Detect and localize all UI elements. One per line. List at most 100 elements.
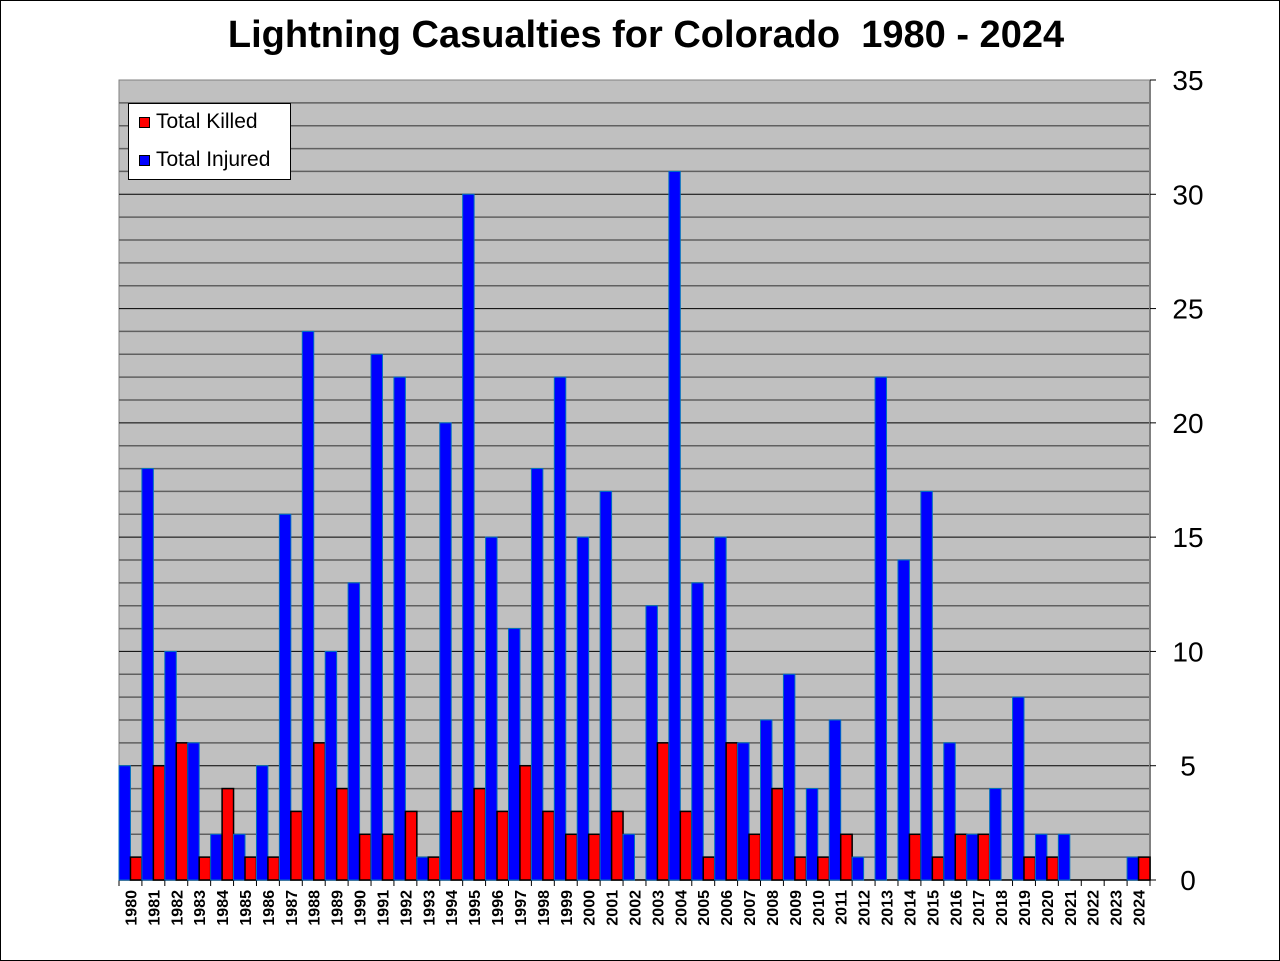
x-tick-label: 2013 — [880, 890, 897, 926]
x-tick-label: 1991 — [375, 890, 392, 926]
bar-injured-2008 — [760, 719, 773, 881]
bar-killed-2003 — [656, 742, 670, 881]
y-tick-label: 5 — [1180, 751, 1196, 782]
bar-injured-2017 — [966, 833, 979, 881]
bar-killed-2006 — [725, 742, 739, 881]
x-tick-label: 1980 — [123, 890, 140, 926]
y-tick-label: 0 — [1180, 865, 1196, 896]
bar-injured-1986 — [255, 765, 269, 881]
bar-killed-1997 — [519, 764, 533, 881]
x-tick-label: 2021 — [1063, 890, 1080, 926]
x-tick-label: 1997 — [513, 890, 530, 926]
x-tick-label: 2012 — [857, 890, 874, 926]
x-tick-label: 2010 — [811, 890, 828, 926]
plot-area — [118, 79, 1151, 881]
bar-killed-2017 — [977, 833, 991, 881]
bar-killed-2001 — [610, 810, 624, 881]
bar-injured-1992 — [393, 376, 406, 881]
x-tick-label: 2023 — [1109, 890, 1126, 926]
x-tick-label: 1994 — [444, 890, 461, 926]
bar-injured-1985 — [233, 833, 246, 881]
x-tick-label: 2009 — [788, 890, 805, 926]
bar-killed-2010 — [817, 856, 830, 881]
x-tick-label: 1985 — [238, 890, 255, 926]
bar-killed-1987 — [290, 810, 304, 881]
bar-killed-2005 — [702, 856, 716, 881]
bar-injured-2013 — [874, 376, 888, 881]
y-tick-label: 25 — [1172, 294, 1203, 325]
bar-killed-1990 — [358, 833, 372, 881]
x-tick-label: 2015 — [925, 890, 942, 926]
bar-killed-1996 — [496, 810, 510, 881]
legend-item-injured: Total Injured — [139, 148, 270, 172]
bar-injured-1980 — [118, 765, 131, 881]
bar-injured-1984 — [210, 833, 223, 881]
x-tick-label: 2011 — [834, 890, 851, 925]
legend-label-killed: Total Killed — [156, 110, 258, 133]
bar-killed-2008 — [771, 787, 785, 881]
x-tick-label: 1989 — [330, 890, 347, 926]
bar-injured-2005 — [691, 582, 704, 881]
bar-injured-1997 — [507, 628, 521, 881]
bar-injured-2004 — [668, 170, 681, 881]
bar-injured-2002 — [622, 833, 635, 881]
x-tick-label: 1992 — [398, 890, 415, 926]
y-tick-label: 10 — [1172, 636, 1203, 667]
legend-swatch-injured — [139, 154, 150, 166]
bar-killed-1988 — [312, 742, 326, 881]
bar-killed-1998 — [542, 810, 556, 881]
bar-injured-2003 — [645, 605, 658, 881]
bar-injured-2012 — [851, 856, 865, 881]
bar-killed-2004 — [679, 810, 693, 881]
bar-killed-1982 — [175, 742, 189, 881]
x-tick-label: 1983 — [192, 890, 209, 926]
bar-killed-1991 — [381, 833, 395, 881]
bar-killed-2011 — [839, 833, 853, 881]
bar-injured-2014 — [897, 559, 910, 881]
x-tick-label: 1987 — [284, 890, 301, 926]
bar-killed-1995 — [473, 787, 487, 881]
bar-killed-2014 — [908, 833, 922, 881]
x-tick-label: 2020 — [1040, 890, 1057, 926]
bar-injured-2011 — [828, 719, 842, 881]
bar-killed-1986 — [267, 856, 281, 881]
bar-injured-2016 — [943, 742, 956, 881]
x-tick-label: 2019 — [1017, 890, 1034, 926]
bar-killed-1992 — [404, 810, 418, 881]
bar-injured-1994 — [439, 422, 452, 881]
bar-injured-1993 — [416, 856, 429, 881]
x-tick-label: 1982 — [169, 890, 186, 926]
bar-killed-1993 — [427, 856, 441, 881]
x-tick-label: 1984 — [215, 890, 232, 926]
legend-label-injured: Total Injured — [156, 148, 271, 171]
bar-injured-2021 — [1057, 833, 1071, 881]
x-tick-label: 1998 — [536, 890, 553, 926]
x-tick-label: 1999 — [559, 890, 576, 926]
bar-injured-2006 — [714, 536, 727, 881]
x-tick-label: 1981 — [146, 890, 163, 926]
bar-injured-1990 — [347, 582, 361, 881]
bar-killed-2019 — [1023, 856, 1037, 881]
bar-injured-1988 — [301, 330, 315, 881]
bar-killed-2016 — [954, 833, 968, 881]
x-tick-label: 2008 — [765, 890, 782, 926]
x-tick-label: 1993 — [421, 890, 438, 926]
bar-injured-1987 — [278, 513, 292, 881]
x-tick-label: 2001 — [605, 890, 622, 926]
chart-title: Lightning Casualties for Colorado 1980 -… — [227, 14, 1065, 56]
bar-killed-1981 — [152, 764, 166, 881]
bar-killed-1984 — [221, 787, 235, 881]
bar-killed-1999 — [565, 833, 578, 881]
x-tick-label: 2018 — [994, 890, 1011, 926]
bar-killed-2000 — [587, 833, 601, 881]
bar-injured-1998 — [530, 468, 544, 881]
x-tick-label: 2006 — [719, 890, 736, 926]
bar-injured-2024 — [1126, 856, 1140, 881]
bar-injured-2018 — [989, 788, 1002, 881]
legend-swatch-killed — [139, 116, 150, 128]
bar-injured-1989 — [324, 650, 338, 881]
bar-killed-2007 — [748, 833, 762, 881]
bar-killed-2024 — [1137, 856, 1151, 881]
bar-injured-1999 — [553, 376, 567, 881]
